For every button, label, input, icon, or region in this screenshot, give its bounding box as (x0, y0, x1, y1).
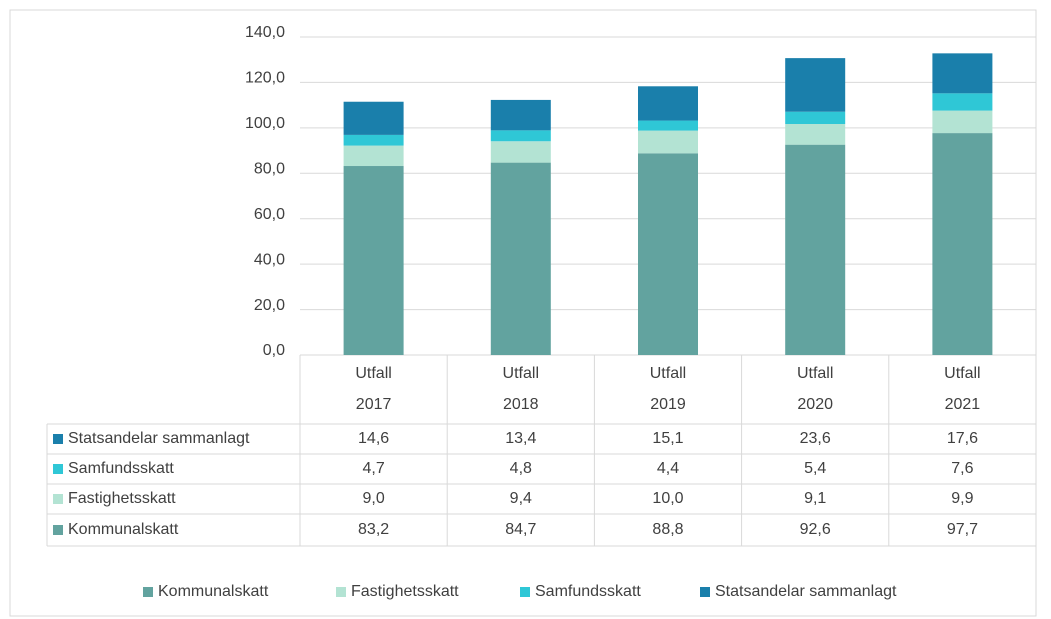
x-tick-label-box: Utfall 2019 (649, 365, 687, 413)
table-cell: 13,4 (505, 430, 536, 447)
bar-segment (490, 130, 551, 142)
table-cell: 10,0 (652, 490, 683, 507)
legend-key (143, 587, 153, 597)
table-cell: 7,6 (951, 460, 973, 477)
legend-label: Samfundsskatt (535, 583, 641, 600)
bar-segment (638, 153, 698, 355)
table-cell: 4,4 (657, 460, 679, 477)
table-cell: 14,6 (358, 430, 389, 447)
bar-segment (638, 130, 698, 154)
y-tick-label: 80,0 (254, 161, 285, 178)
legend-key (520, 587, 530, 597)
x-tick-label-box: Utfall 2018 (502, 365, 539, 413)
x-tick-label: Utfall 2020 (796, 365, 834, 413)
table-cell: 17,6 (947, 430, 978, 447)
table-cell: 4,7 (362, 460, 384, 477)
bar-segment (785, 123, 846, 145)
table-cell: 92,6 (800, 521, 831, 538)
table-legend-key (53, 494, 63, 504)
table-cell: 84,7 (505, 521, 536, 538)
bar-segment (343, 166, 404, 355)
table-legend-key (53, 434, 63, 444)
y-tick-label: 60,0 (254, 206, 285, 223)
bar-segment (785, 144, 846, 355)
table-row-label: Fastighetsskatt (68, 490, 176, 507)
bar-segment (638, 120, 698, 131)
legend-key (336, 587, 346, 597)
bar-segment (785, 111, 846, 124)
bar-segment (638, 86, 698, 121)
table-cell: 5,4 (804, 460, 826, 477)
bar-segment (785, 58, 846, 112)
table-cell: 88,8 (652, 521, 683, 538)
y-tick-label: 20,0 (254, 297, 285, 314)
y-tick-label: 140,0 (245, 24, 285, 41)
x-tick-label-box: Utfall 2017 (355, 365, 392, 413)
table-row-label: Samfundsskatt (68, 460, 174, 477)
bar-segment (343, 145, 404, 167)
table-cell: 15,1 (652, 430, 683, 447)
table-legend-key (53, 525, 63, 535)
table-cell: 4,8 (510, 460, 532, 477)
x-tick-label: Utfall 2018 (502, 365, 539, 413)
bar-segment (932, 133, 993, 355)
x-tick-label: Utfall 2017 (355, 365, 392, 413)
table-cell: 9,9 (951, 490, 973, 507)
x-tick-label: Utfall 2019 (649, 365, 687, 413)
bar-segment (490, 141, 551, 163)
legend-label: Fastighetsskatt (351, 583, 459, 600)
y-tick-label: 40,0 (254, 251, 285, 268)
x-tick-label-box: Utfall 2020 (796, 365, 834, 413)
legend-label: Kommunalskatt (158, 583, 269, 600)
bar-segment (343, 134, 404, 146)
chart-frame (9, 9, 1037, 617)
table-cell: 9,4 (510, 490, 532, 507)
bar-segment (932, 53, 993, 94)
x-tick-label-box: Utfall 2021 (944, 365, 981, 413)
table-cell: 97,7 (947, 521, 978, 538)
y-tick-label: 100,0 (245, 115, 285, 132)
table-row-label: Kommunalskatt (68, 521, 179, 538)
bar-segment (343, 101, 404, 135)
table-legend-key (53, 464, 63, 474)
table-cell: 9,1 (804, 490, 826, 507)
table-cell: 9,0 (362, 490, 384, 507)
legend-key (700, 587, 710, 597)
legend-label: Statsandelar sammanlagt (715, 583, 897, 600)
bar-segment (932, 110, 993, 134)
bar-segment (490, 99, 551, 131)
x-tick-label: Utfall 2021 (944, 365, 981, 413)
table-cell: 23,6 (800, 430, 831, 447)
y-tick-label: 0,0 (263, 342, 285, 359)
bar-segment (490, 162, 551, 355)
y-tick-label: 120,0 (245, 70, 285, 87)
table-cell: 83,2 (358, 521, 389, 538)
table-row-label: Statsandelar sammanlagt (68, 430, 250, 447)
bar-segment (932, 93, 993, 111)
